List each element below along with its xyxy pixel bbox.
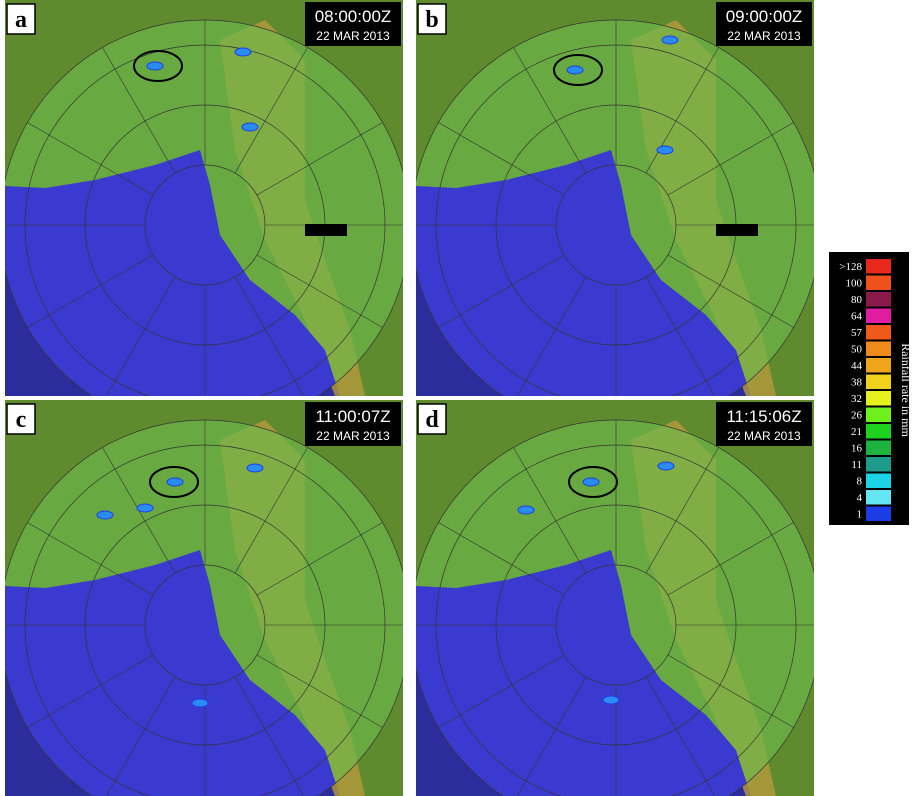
- legend-swatch: [866, 358, 891, 373]
- legend-swatch: [866, 391, 891, 406]
- legend-label: 11: [851, 459, 862, 471]
- rain-cell: [657, 146, 673, 154]
- legend-swatch: [866, 309, 891, 324]
- time: 08:00:00Z: [315, 7, 392, 26]
- rain-cell: [137, 504, 153, 512]
- rain-cell: [235, 48, 251, 56]
- panel-label: a: [15, 7, 27, 33]
- legend-label: 26: [851, 410, 863, 422]
- rain-cell: [242, 123, 258, 131]
- legend-label: >128: [839, 261, 862, 273]
- rain-cell: [97, 511, 113, 519]
- legend-swatch: [866, 292, 891, 307]
- date: 22 MAR 2013: [727, 429, 801, 443]
- legend-swatch: [866, 457, 891, 472]
- legend-label: 21: [851, 426, 862, 438]
- legend-label: 32: [851, 393, 862, 405]
- legend-swatch: [866, 259, 891, 274]
- rain-cell: [518, 506, 534, 514]
- rain-cell: [603, 696, 619, 704]
- rain-cell: [658, 462, 674, 470]
- legend-swatch: [866, 342, 891, 357]
- legend-label: 57: [851, 327, 863, 339]
- legend-swatch: [866, 375, 891, 390]
- panel-label: d: [425, 407, 439, 433]
- legend-title: Rainfall rate in mm: [899, 343, 913, 437]
- legend-label: 44: [851, 360, 863, 372]
- legend-label: 4: [857, 492, 863, 504]
- legend-swatch: [866, 474, 891, 489]
- rain-cell: [167, 478, 183, 486]
- legend-label: 100: [846, 278, 863, 290]
- rain-cell: [567, 66, 583, 74]
- legend-label: 1: [857, 509, 863, 521]
- legend-swatch: [866, 441, 891, 456]
- time: 11:15:06Z: [726, 407, 801, 426]
- panel-label: c: [16, 407, 27, 433]
- legend-label: 50: [851, 344, 863, 356]
- legend-label: 8: [857, 476, 863, 488]
- radar-panel: 08:00:00Z 22 MAR 2013 a: [0, 0, 410, 430]
- legend-label: 64: [851, 311, 863, 323]
- legend: >128 100 80 64 57 50 44 38 32 26 21 16 11 8 4 1 Rainfall…: [829, 252, 913, 525]
- radar-panel: 09:00:00Z 22 MAR 2013 b: [411, 0, 821, 430]
- rain-cell: [247, 464, 263, 472]
- black-bar: [716, 224, 758, 236]
- legend-swatch: [866, 325, 891, 340]
- rain-cell: [147, 62, 163, 70]
- legend-swatch: [866, 424, 891, 439]
- rain-cell: [662, 36, 678, 44]
- legend-swatch: [866, 507, 891, 522]
- legend-swatch: [866, 490, 891, 505]
- time: 11:00:07Z: [315, 407, 390, 426]
- time: 09:00:00Z: [726, 7, 803, 26]
- legend-label: 16: [851, 443, 863, 455]
- legend-swatch: [866, 276, 891, 291]
- date: 22 MAR 2013: [316, 29, 390, 43]
- radar-panel: 11:15:06Z 22 MAR 2013 d: [411, 400, 821, 796]
- date: 22 MAR 2013: [316, 429, 390, 443]
- rain-cell: [192, 699, 208, 707]
- black-bar: [305, 224, 347, 236]
- date: 22 MAR 2013: [727, 29, 801, 43]
- legend-swatch: [866, 408, 891, 423]
- panel-label: b: [425, 7, 438, 33]
- legend-label: 38: [851, 377, 863, 389]
- figure: 08:00:00Z 22 MAR 2013 a 09:00:00Z 22 MAR 201…: [0, 0, 916, 796]
- rain-cell: [583, 478, 599, 486]
- legend-label: 80: [851, 294, 863, 306]
- radar-panel: 11:00:07Z 22 MAR 2013 c: [0, 400, 410, 796]
